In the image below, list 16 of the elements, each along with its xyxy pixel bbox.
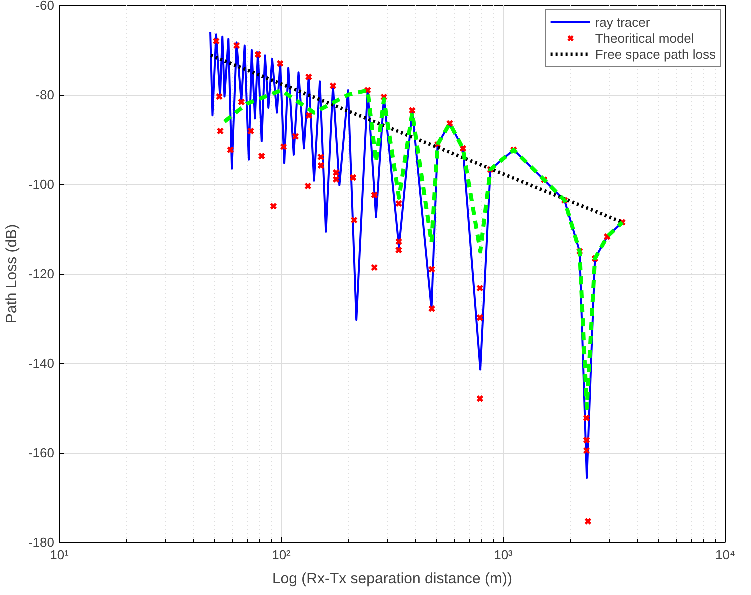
x-tick-label: 10¹ bbox=[50, 548, 70, 562]
y-tick-label: -120 bbox=[28, 266, 55, 282]
x-tick-label: 10³ bbox=[494, 548, 514, 562]
y-tick-label: -160 bbox=[28, 446, 55, 460]
legend-label: Theoritical model bbox=[595, 30, 694, 46]
y-axis-title: Path Loss (dB) bbox=[3, 224, 20, 324]
legend-label: Free space path loss bbox=[595, 46, 716, 62]
x-tick-label: 10⁴ bbox=[715, 548, 736, 562]
y-tick-label: -80 bbox=[36, 88, 55, 102]
x-tick-label: 10² bbox=[272, 548, 292, 562]
y-tick-label: -100 bbox=[28, 177, 55, 192]
y-tick-label: -140 bbox=[28, 356, 55, 371]
y-tick-label: -60 bbox=[36, 0, 55, 13]
legend-label: ray tracer bbox=[595, 14, 650, 30]
y-tick-label: -180 bbox=[28, 535, 55, 550]
x-axis-title: Log (Rx-Tx separation distance (m)) bbox=[272, 570, 513, 588]
